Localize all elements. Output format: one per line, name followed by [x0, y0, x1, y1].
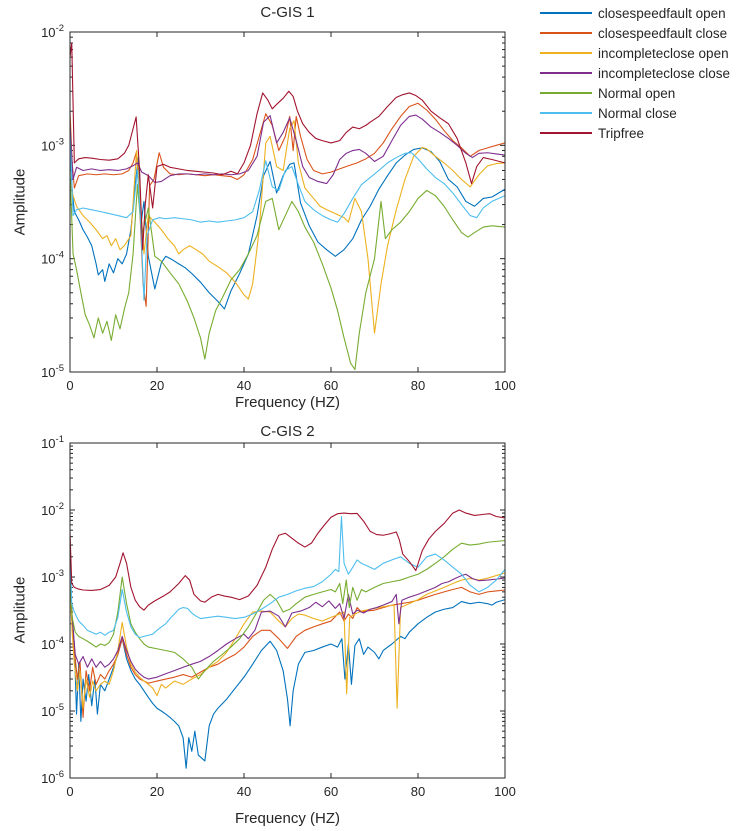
legend-entry: incompleteclose open: [540, 43, 730, 63]
chart1-title: C-GIS 1: [260, 4, 315, 21]
legend-entry-label: closespeedfault open: [598, 5, 726, 21]
legend-line-icon: [540, 12, 592, 14]
x-tick-label: 100: [494, 378, 516, 393]
x-tick-label: 60: [324, 784, 338, 799]
x-tick-label: 40: [237, 378, 251, 393]
chart1-ylabel: Amplitude: [11, 168, 29, 236]
series-lines: [70, 42, 505, 371]
legend-entry: incompleteclose close: [540, 63, 730, 83]
series-incompleteclose-close: [70, 114, 505, 185]
series-closespeedfault-close: [70, 102, 505, 307]
legend-entry: Normal open: [540, 83, 730, 103]
y-tick-label: 10-2: [41, 501, 64, 518]
x-tick-label: 0: [66, 378, 73, 393]
legend-line-icon: [540, 32, 592, 34]
axes-box: [69, 442, 506, 779]
series-normal-open: [70, 539, 505, 680]
legend-entry-label: incompleteclose close: [598, 65, 731, 81]
y-tick-label: 10-6: [41, 769, 64, 786]
y-tick-label: 10-4: [41, 635, 64, 652]
legend: closespeedfault open closespeedfault clo…: [540, 3, 730, 143]
legend-line-icon: [540, 132, 592, 134]
y-tick-label: 10-4: [41, 250, 64, 267]
chart-2: 10-1 10-2 10-3 10-4 10-5 10-60 20 40 60 80 100: [41, 434, 516, 799]
x-tick-label: 80: [411, 784, 425, 799]
series-normal-close: [70, 515, 505, 639]
x-tick-label: 20: [150, 378, 164, 393]
y-tick-label: 10-5: [41, 363, 64, 380]
y-tick-label: 10-2: [41, 23, 64, 40]
legend-entry-label: Normal open: [598, 85, 676, 101]
series-normal-close: [70, 131, 505, 301]
x-tick-label: 60: [324, 378, 338, 393]
legend-entry-label: incompleteclose open: [598, 45, 729, 61]
legend-entry-label: Normal close: [598, 105, 677, 121]
x-tick-label: 0: [66, 784, 73, 799]
chart2-title: C-GIS 2: [260, 423, 315, 440]
legend-line-icon: [540, 112, 592, 114]
chart2-ylabel: Amplitude: [11, 576, 29, 644]
legend-entry-label: closespeedfault close: [598, 25, 728, 41]
series-incompleteclose-close: [70, 571, 505, 680]
legend-entry: Normal close: [540, 103, 730, 123]
x-tick-label: 80: [411, 378, 425, 393]
x-tick-label: 20: [150, 784, 164, 799]
legend-entry-label: Tripfree: [598, 125, 645, 141]
series-closespeedfault-open: [70, 140, 505, 310]
series-tripfree: [70, 509, 505, 611]
y-tick-label: 10-3: [41, 136, 64, 153]
legend-entry: closespeedfault close: [540, 23, 730, 43]
series-closespeedfault-open: [70, 556, 505, 769]
y-tick-label: 10-3: [41, 568, 64, 585]
axes-box: [69, 31, 506, 373]
series-tripfree: [70, 42, 505, 251]
x-tick-label: 100: [494, 784, 516, 799]
series-incompleteclose-open: [70, 572, 505, 709]
legend-line-icon: [540, 92, 592, 94]
chart1-xlabel: Frequency (HZ): [234, 394, 341, 411]
x-tick-label: 40: [237, 784, 251, 799]
y-tick-label: 10-5: [41, 702, 64, 719]
y-tick-label: 10-1: [41, 434, 64, 451]
series-lines: [70, 509, 505, 769]
legend-entry: closespeedfault open: [540, 3, 730, 23]
series-closespeedfault-close: [70, 564, 505, 719]
axis-ticks: [69, 31, 506, 373]
series-incompleteclose-open: [70, 120, 505, 334]
chart2-xlabel: Frequency (HZ): [234, 810, 341, 827]
legend-entry: Tripfree: [540, 123, 730, 143]
chart-1: 10-2 10-3 10-4 10-50 20 40 60 80 100: [41, 23, 516, 393]
series-normal-open: [70, 169, 505, 371]
legend-line-icon: [540, 52, 592, 54]
legend-line-icon: [540, 72, 592, 74]
